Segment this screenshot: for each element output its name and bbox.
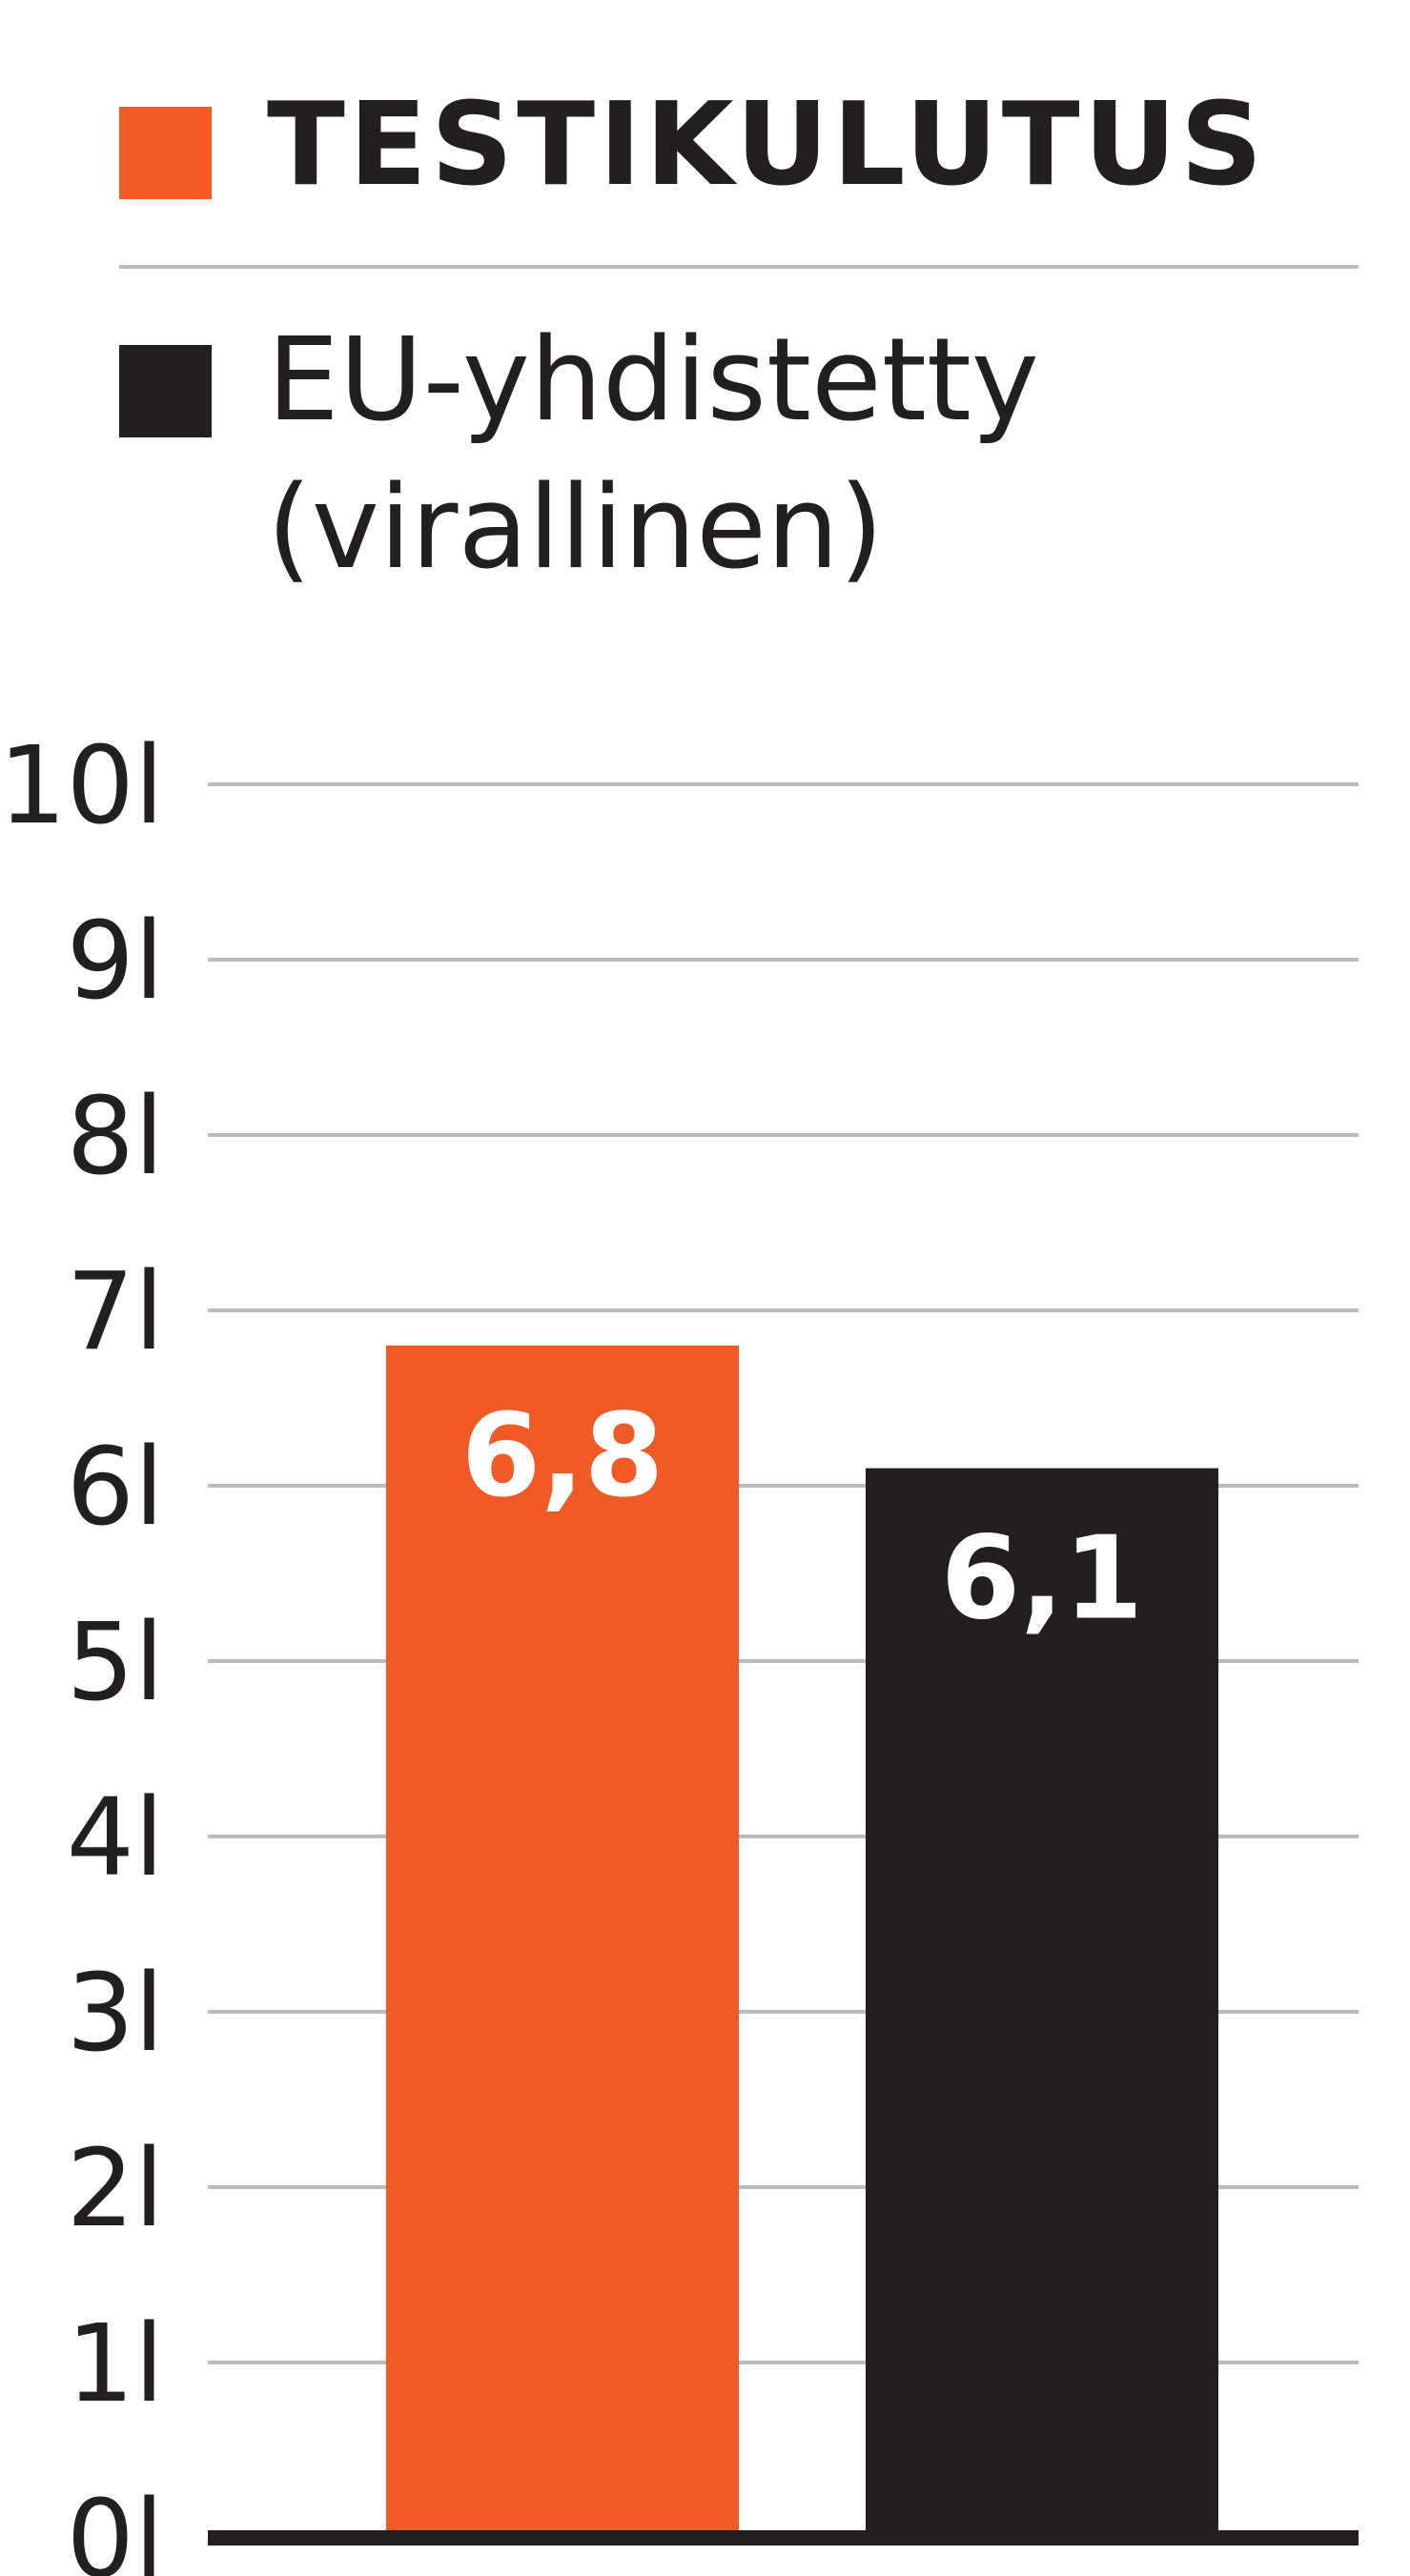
legend: TESTIKULUTUS EU-yhdistetty (virallinen) [0,0,1410,610]
y-tick-label: 4l [67,1776,164,1900]
bar-value-label: 6,8 [461,1390,664,1523]
bar [386,1345,739,2538]
y-tick-label: 10l [0,724,164,848]
y-tick-label: 7l [67,1250,164,1374]
bar [866,1468,1218,2538]
legend-label-testikulutus: TESTIKULUTUS [267,79,1267,212]
y-tick-label: 1l [67,2302,164,2426]
legend-label-eu-yhdistetty-line2: (virallinen) [267,462,884,595]
y-tick-label: 8l [67,1075,164,1199]
y-tick-label: 0l [67,2478,164,2576]
y-tick-label: 2l [67,2127,164,2251]
y-tick-label: 3l [67,1952,164,2076]
legend-divider [119,265,1359,269]
y-tick-label: 9l [67,900,164,1024]
bar-value-label: 6,1 [941,1513,1144,1646]
legend-swatch-testikulutus [119,107,212,199]
y-tick-label: 6l [67,1426,164,1550]
y-tick-label: 5l [67,1601,164,1725]
legend-label-eu-yhdistetty-line1: EU-yhdistetty [267,314,1039,447]
legend-swatch-eu-yhdistetty [119,345,212,437]
